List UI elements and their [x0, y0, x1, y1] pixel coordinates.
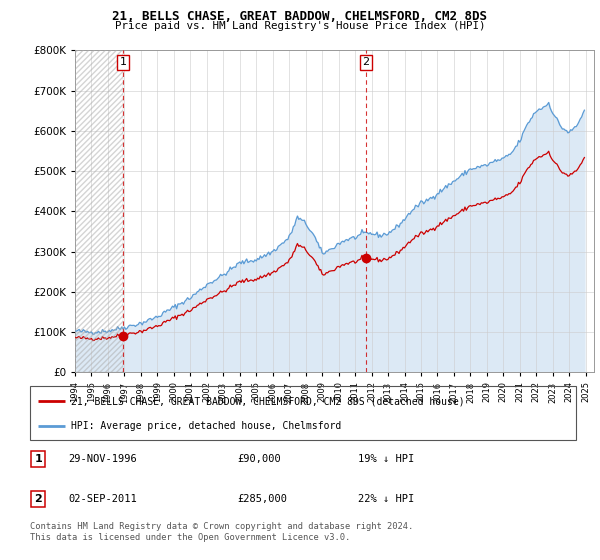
- Text: This data is licensed under the Open Government Licence v3.0.: This data is licensed under the Open Gov…: [30, 533, 350, 542]
- Text: 1: 1: [119, 58, 127, 67]
- Text: £90,000: £90,000: [238, 454, 281, 464]
- Text: 2: 2: [362, 58, 370, 67]
- Text: 22% ↓ HPI: 22% ↓ HPI: [358, 494, 414, 504]
- Text: Price paid vs. HM Land Registry's House Price Index (HPI): Price paid vs. HM Land Registry's House …: [115, 21, 485, 31]
- Text: Contains HM Land Registry data © Crown copyright and database right 2024.: Contains HM Land Registry data © Crown c…: [30, 522, 413, 531]
- Text: 19% ↓ HPI: 19% ↓ HPI: [358, 454, 414, 464]
- Text: 02-SEP-2011: 02-SEP-2011: [68, 494, 137, 504]
- Text: £285,000: £285,000: [238, 494, 287, 504]
- Text: 21, BELLS CHASE, GREAT BADDOW, CHELMSFORD, CM2 8DS (detached house): 21, BELLS CHASE, GREAT BADDOW, CHELMSFOR…: [71, 396, 464, 407]
- Text: 2: 2: [34, 494, 42, 504]
- Text: 29-NOV-1996: 29-NOV-1996: [68, 454, 137, 464]
- Text: HPI: Average price, detached house, Chelmsford: HPI: Average price, detached house, Chel…: [71, 421, 341, 431]
- Text: 1: 1: [34, 454, 42, 464]
- Text: 21, BELLS CHASE, GREAT BADDOW, CHELMSFORD, CM2 8DS: 21, BELLS CHASE, GREAT BADDOW, CHELMSFOR…: [113, 10, 487, 23]
